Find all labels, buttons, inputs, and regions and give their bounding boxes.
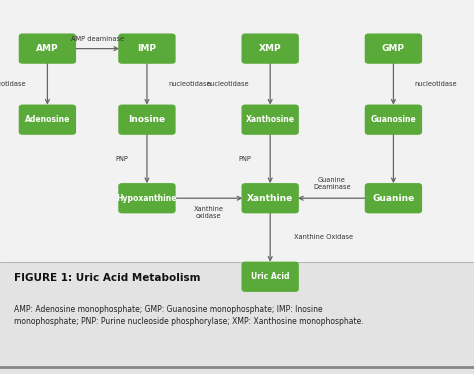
Text: IMP: IMP	[137, 44, 156, 53]
Text: Xanthine: Xanthine	[247, 194, 293, 203]
Text: XMP: XMP	[259, 44, 282, 53]
Text: FIGURE 1: Uric Acid Metabolism: FIGURE 1: Uric Acid Metabolism	[14, 273, 201, 283]
FancyBboxPatch shape	[118, 34, 175, 64]
FancyBboxPatch shape	[241, 262, 299, 292]
FancyBboxPatch shape	[241, 34, 299, 64]
Text: AMP deaminase: AMP deaminase	[71, 36, 124, 42]
Text: Guanine: Guanine	[372, 194, 415, 203]
Text: Hypoxanthine: Hypoxanthine	[117, 194, 177, 203]
Text: Uric Acid: Uric Acid	[251, 272, 290, 281]
FancyBboxPatch shape	[118, 105, 175, 135]
Text: Guanine
Deaminase: Guanine Deaminase	[313, 177, 351, 190]
FancyBboxPatch shape	[365, 183, 422, 213]
Bar	[0, 262, 474, 374]
Text: nucleotidase: nucleotidase	[206, 81, 249, 87]
Text: nucleotidase: nucleotidase	[168, 81, 211, 87]
Text: nucleotidase: nucleotidase	[415, 81, 457, 87]
Text: Adenosine: Adenosine	[25, 115, 70, 124]
Text: PNP: PNP	[115, 156, 128, 162]
Text: Xanthine Oxidase: Xanthine Oxidase	[294, 234, 353, 240]
FancyBboxPatch shape	[241, 183, 299, 213]
Text: Guanosine: Guanosine	[371, 115, 416, 124]
Text: GMP: GMP	[382, 44, 405, 53]
Text: Inosine: Inosine	[128, 115, 165, 124]
Text: AMP: Adenosine monophosphate; GMP: Guanosine monophosphate; IMP: Inosine
monopho: AMP: Adenosine monophosphate; GMP: Guano…	[14, 305, 364, 326]
Text: PNP: PNP	[238, 156, 251, 162]
Text: Xanthosine: Xanthosine	[246, 115, 295, 124]
Text: Xanthine
oxidase: Xanthine oxidase	[193, 206, 224, 220]
Bar	[0, 0, 474, 262]
Text: AMP: AMP	[36, 44, 59, 53]
Text: nucleotidase: nucleotidase	[0, 81, 26, 87]
FancyBboxPatch shape	[19, 34, 76, 64]
FancyBboxPatch shape	[365, 105, 422, 135]
FancyBboxPatch shape	[241, 105, 299, 135]
FancyBboxPatch shape	[19, 105, 76, 135]
FancyBboxPatch shape	[118, 183, 175, 213]
FancyBboxPatch shape	[365, 34, 422, 64]
